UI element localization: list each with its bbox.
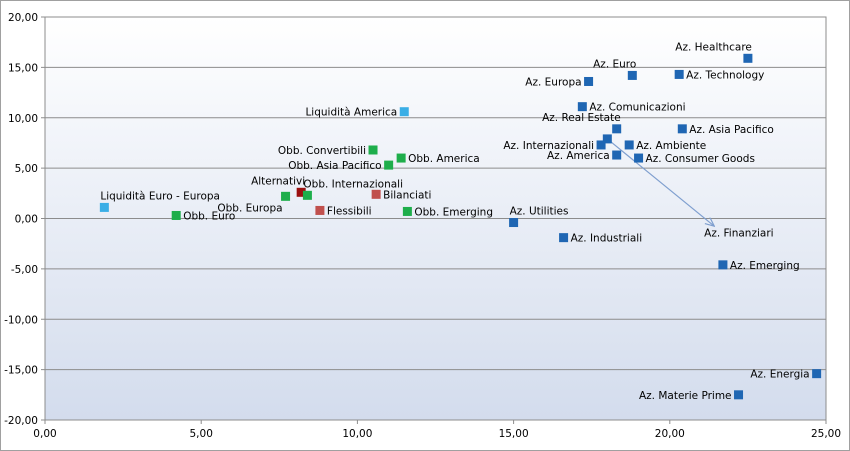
point-label: Az. Utilities — [510, 206, 569, 218]
point-label: Obb. America — [408, 153, 480, 165]
x-tick-label: 10,00 — [342, 428, 372, 440]
point-label: Obb. Europa — [217, 202, 282, 214]
data-point — [677, 124, 687, 134]
y-tick-label: 15,00 — [8, 62, 38, 74]
point-label: Az. Internazionali — [503, 140, 594, 152]
data-point — [368, 145, 378, 155]
data-point — [302, 190, 312, 200]
data-point — [584, 76, 594, 86]
data-point — [171, 210, 181, 220]
point-label: Obb. Internazionali — [303, 178, 403, 190]
y-tick-label: 10,00 — [8, 113, 38, 125]
x-tick-label: 0,00 — [33, 428, 56, 440]
data-point — [634, 153, 644, 163]
point-label: Az. Europa — [525, 76, 581, 88]
point-label: Az. Real Estate — [542, 112, 621, 124]
point-label: Liquidità America — [305, 107, 397, 119]
y-tick-label: 5,00 — [15, 163, 38, 175]
y-tick-label: -15,00 — [4, 365, 38, 377]
point-label: Az. Emerging — [730, 260, 800, 272]
data-point — [559, 233, 569, 243]
data-point — [612, 124, 622, 134]
y-tick-label: 20,00 — [8, 12, 38, 24]
annotation-arrow — [606, 138, 713, 226]
data-point — [315, 205, 325, 215]
data-point — [296, 187, 306, 197]
data-point — [812, 369, 822, 379]
point-label: Az. Industriali — [571, 233, 643, 245]
data-point — [396, 153, 406, 163]
annotation-label: Az. Finanziari — [704, 228, 773, 240]
data-point — [402, 206, 412, 216]
point-label: Az. Ambiente — [636, 140, 706, 152]
x-tick-label: 15,00 — [499, 428, 529, 440]
point-label: Liquidità Euro - Europa — [100, 190, 220, 202]
y-tick-label: -20,00 — [4, 415, 38, 427]
y-tick-label: -5,00 — [11, 264, 38, 276]
point-label: Obb. Asia Pacifico — [288, 160, 381, 172]
x-tick-label: 25,00 — [811, 428, 841, 440]
data-point — [602, 134, 612, 144]
point-label: Obb. Euro — [183, 210, 235, 222]
point-label: Alternativi — [251, 175, 305, 187]
data-point — [612, 150, 622, 160]
data-point — [718, 260, 728, 270]
point-label: Az. Consumer Goods — [646, 153, 755, 165]
data-point — [281, 191, 291, 201]
point-label: Az. Euro — [593, 58, 636, 70]
point-label: Az. Asia Pacifico — [689, 124, 774, 136]
axis-ticks: 20,00 15,00 10,00 5,00 0,00 -5,00 -10,00 -15,00… — [4, 12, 841, 440]
data-point — [99, 202, 109, 212]
y-tick-label: 0,00 — [15, 214, 38, 226]
data-point — [384, 160, 394, 170]
point-label: Bilanciati — [383, 189, 431, 201]
data-point — [399, 107, 409, 117]
data-point — [596, 140, 606, 150]
point-label: Obb. Convertibili — [278, 145, 366, 157]
data-points — [99, 53, 822, 400]
data-point — [627, 70, 637, 80]
x-tick-label: 20,00 — [655, 428, 685, 440]
data-point — [734, 390, 744, 400]
data-point — [743, 53, 753, 63]
annotations — [606, 138, 713, 226]
point-labels: Az. Finanziari Az. Healthcare Az. Euro Az. … — [100, 41, 809, 402]
point-label: Az. Technology — [686, 69, 764, 81]
data-point — [624, 140, 634, 150]
point-label: Az. America — [547, 150, 610, 162]
data-point — [371, 189, 381, 199]
point-label: Az. Materie Prime — [639, 390, 732, 402]
point-label: Az. Comunicazioni — [589, 102, 685, 114]
point-label: Az. Energia — [750, 369, 809, 381]
data-point — [577, 102, 587, 112]
point-label: Flessibili — [327, 205, 372, 217]
point-label: Obb. Emerging — [414, 206, 493, 218]
point-label: Az. Healthcare — [675, 41, 752, 53]
data-point — [509, 218, 519, 228]
y-tick-label: -10,00 — [4, 314, 38, 326]
data-point — [674, 69, 684, 79]
x-tick-label: 5,00 — [190, 428, 213, 440]
